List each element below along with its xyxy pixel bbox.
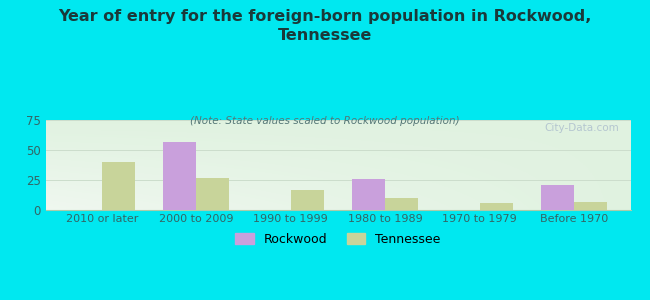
Bar — [291, 190, 324, 210]
Text: (Note: State values scaled to Rockwood population): (Note: State values scaled to Rockwood p… — [190, 116, 460, 125]
Bar — [541, 185, 574, 210]
Bar — [196, 178, 229, 210]
Bar — [352, 179, 385, 210]
Legend: Rockwood, Tennessee: Rockwood, Tennessee — [230, 228, 446, 250]
Bar — [102, 162, 135, 210]
Bar — [480, 203, 513, 210]
Text: City-Data.com: City-Data.com — [544, 123, 619, 133]
Bar — [385, 198, 418, 210]
Bar — [574, 202, 607, 210]
Text: Year of entry for the foreign-born population in Rockwood,
Tennessee: Year of entry for the foreign-born popul… — [58, 9, 592, 43]
Bar — [163, 142, 196, 210]
